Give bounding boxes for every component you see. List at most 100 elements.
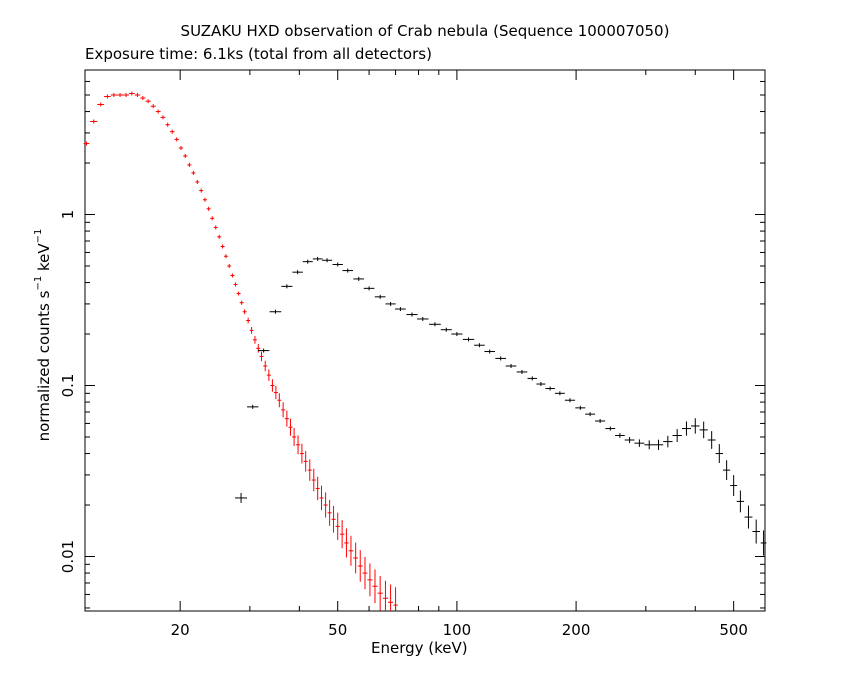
data-point [564, 398, 576, 403]
data-point [634, 439, 645, 447]
x-tick-label: 20 [171, 621, 190, 639]
data-point [169, 129, 175, 134]
data-point [545, 386, 555, 391]
data-point [160, 115, 166, 120]
data-point [344, 528, 349, 558]
y-axis-label-base: normalized counts s [35, 290, 53, 442]
data-point [335, 512, 340, 541]
data-point [155, 109, 161, 114]
data-point [699, 421, 708, 439]
data-point [624, 436, 635, 444]
data-point [736, 490, 745, 513]
data-point [259, 351, 264, 362]
data-point [270, 379, 275, 392]
data-point [495, 356, 507, 361]
data-point [292, 427, 297, 446]
data-point [451, 332, 463, 337]
data-point [213, 225, 218, 230]
data-point [484, 349, 495, 354]
data-point [104, 94, 111, 99]
data-point [395, 307, 406, 312]
axis-tick-labels: 20 50 100 200 500 0.01 0.1 1 [59, 210, 748, 639]
data-point [327, 499, 332, 526]
data-point [236, 291, 241, 296]
data-point [760, 530, 767, 556]
y-axis-label-exp2: −1 [33, 228, 44, 244]
data-point [178, 145, 184, 150]
data-point [266, 369, 271, 381]
data-point [527, 376, 537, 381]
data-point [217, 234, 222, 239]
data-point [303, 451, 308, 472]
data-point [723, 460, 731, 481]
series-0 [83, 91, 398, 611]
data-point [315, 476, 320, 501]
data-point [516, 369, 528, 374]
data-point [653, 439, 664, 450]
data-point [752, 519, 760, 544]
data-point [145, 99, 151, 104]
data-point [210, 216, 215, 221]
data-point [595, 419, 606, 424]
data-point [357, 550, 363, 582]
data-point [575, 405, 586, 410]
y-tick-label: 0.01 [59, 540, 77, 573]
data-point [227, 263, 232, 268]
data-point [462, 337, 475, 342]
data-point [307, 459, 312, 481]
data-point [744, 505, 753, 529]
data-point [191, 170, 196, 175]
data-point [332, 262, 343, 267]
data-point [382, 580, 389, 611]
data-point [690, 418, 700, 434]
data-point [474, 343, 485, 348]
data-point [311, 468, 316, 492]
series-1 [235, 256, 767, 556]
data-point [312, 256, 323, 261]
data-point [223, 254, 228, 259]
data-point [605, 426, 616, 431]
plot-frame [84, 69, 766, 612]
data-point [90, 119, 98, 124]
data-point [150, 104, 156, 109]
data-point [284, 410, 289, 427]
data-point [323, 492, 328, 518]
data-point [281, 284, 293, 289]
data-point [199, 188, 204, 193]
data-point [302, 259, 313, 264]
data-point [730, 475, 738, 496]
data-point [202, 197, 207, 202]
data-point [339, 520, 345, 549]
data-point [367, 563, 373, 597]
data-point [348, 535, 354, 566]
data-point [206, 206, 211, 211]
data-point [440, 327, 452, 332]
data-point [715, 444, 724, 463]
data-point [707, 431, 716, 449]
data-point [554, 391, 565, 396]
data-point [663, 435, 673, 448]
data-point [183, 153, 188, 158]
data-point [257, 348, 270, 353]
data-point [220, 244, 225, 249]
data-point [246, 317, 251, 324]
data-point [353, 542, 358, 574]
data-point [97, 102, 105, 107]
data-point [128, 91, 135, 96]
axis-ticks [85, 69, 766, 611]
data-point [388, 584, 394, 611]
y-tick-label: 0.1 [59, 374, 77, 398]
data-point [363, 286, 375, 291]
data-point [644, 440, 654, 450]
y-axis-label-exp1: −1 [33, 275, 44, 291]
data-point [353, 276, 365, 281]
data-point [273, 385, 278, 400]
data-point [322, 258, 333, 263]
data-point [372, 569, 378, 604]
data-point [252, 335, 257, 344]
data-point [110, 92, 118, 97]
data-point [393, 587, 398, 611]
data-point [331, 505, 336, 533]
x-tick-label: 50 [328, 621, 347, 639]
